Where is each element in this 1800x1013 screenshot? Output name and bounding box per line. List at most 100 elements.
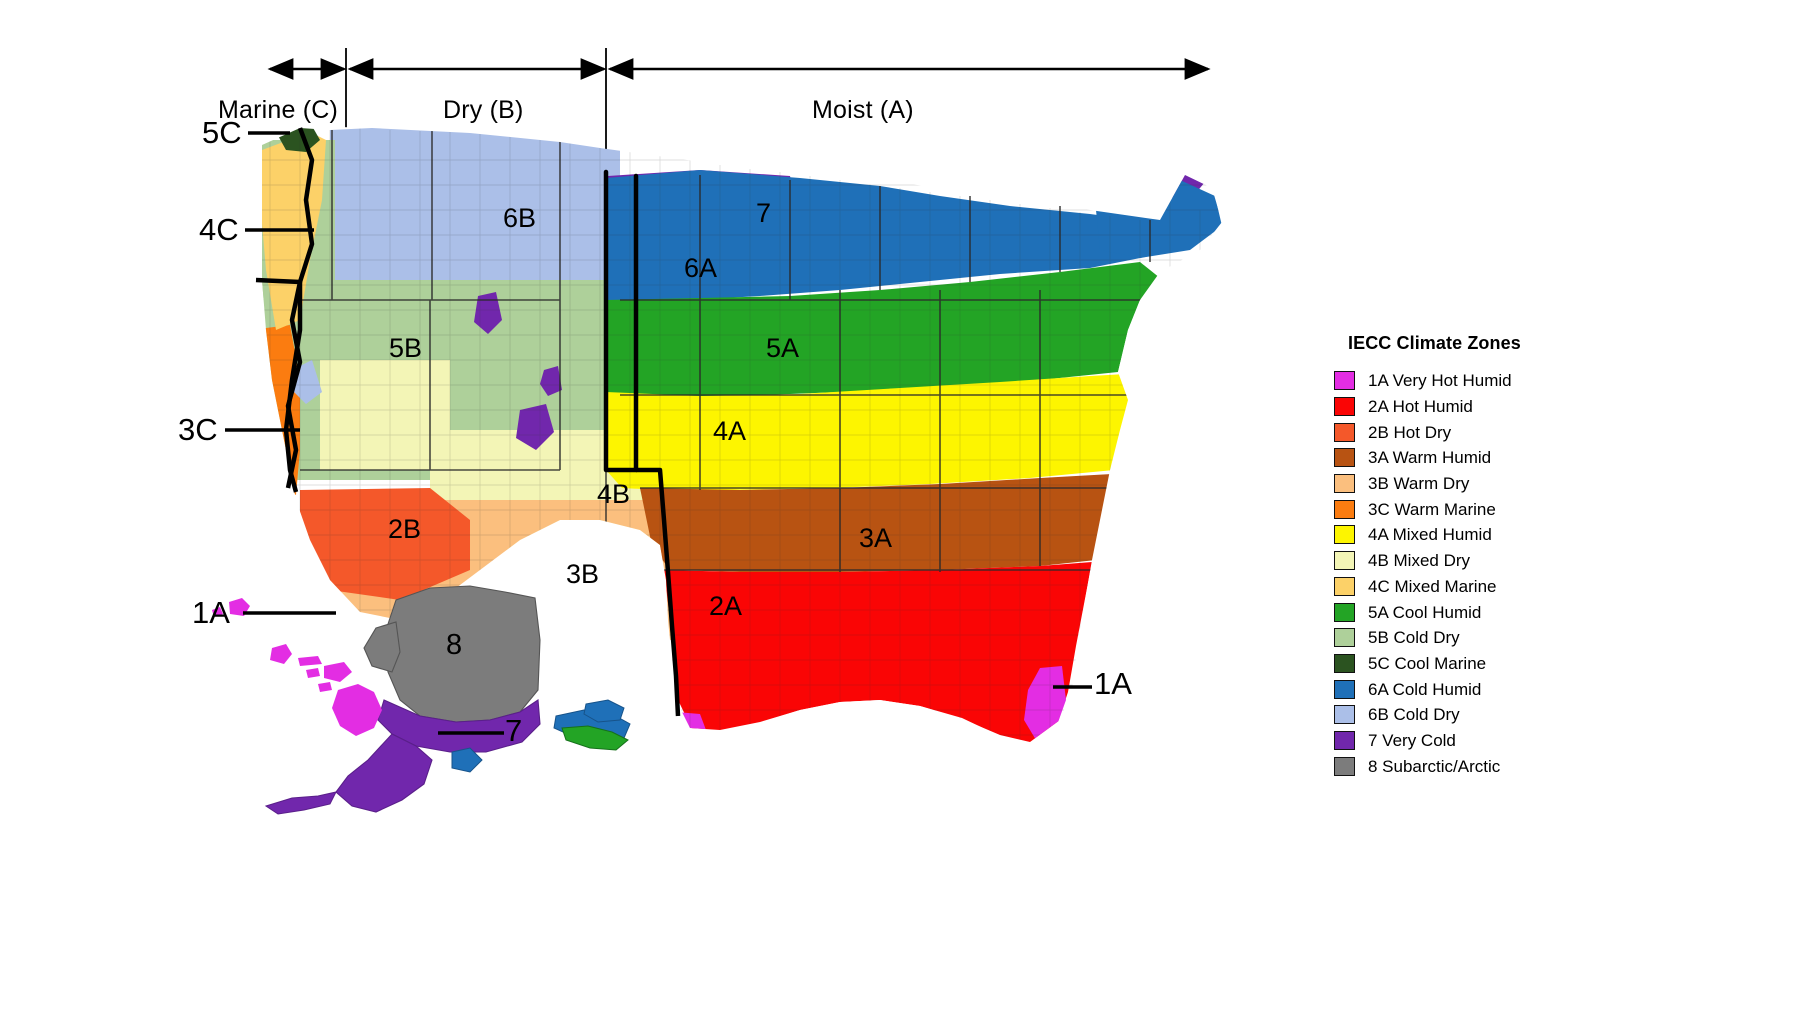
legend-label-4c: 4C Mixed Marine <box>1368 576 1497 596</box>
map-label-8-alaska: 8 <box>446 629 463 661</box>
legend-label-4b: 4B Mixed Dry <box>1368 551 1471 571</box>
regime-label-marine: Marine (C) <box>218 96 339 124</box>
zone-7-pocket-ut <box>540 366 562 396</box>
legend-row-6a[interactable]: 6A Cold Humid <box>1334 676 1634 702</box>
legend-swatch-5a <box>1334 602 1355 622</box>
legend-row-4b[interactable]: 4B Mixed Dry <box>1334 548 1634 574</box>
callout-label-1a-hawaii: 1A <box>192 595 230 630</box>
alaska-inset <box>264 585 631 815</box>
zone-6a-band <box>606 170 1150 302</box>
legend-row-4a[interactable]: 4A Mixed Humid <box>1334 522 1634 548</box>
map-label-3b: 3B <box>566 559 600 589</box>
legend-swatch-2b <box>1334 422 1355 442</box>
callout-label-5c: 5C <box>202 115 242 150</box>
zone-7-pocket-co <box>516 404 554 450</box>
legend-title: IECC Climate Zones <box>1348 333 1521 353</box>
alaska-peninsula <box>335 733 433 813</box>
legend-label-5a: 5A Cool Humid <box>1368 602 1482 622</box>
map-label-2b: 2B <box>388 514 422 544</box>
legend-swatch-8 <box>1334 756 1355 776</box>
legend-swatch-3c <box>1334 499 1355 519</box>
legend-row-5b[interactable]: 5B Cold Dry <box>1334 625 1634 651</box>
legend-row-5a[interactable]: 5A Cool Humid <box>1334 599 1634 625</box>
legend-swatch-7 <box>1334 730 1355 750</box>
legend-label-8: 8 Subarctic/Arctic <box>1368 756 1501 776</box>
legend-row-8[interactable]: 8 Subarctic/Arctic <box>1334 753 1634 779</box>
legend-row-3b[interactable]: 3B Warm Dry <box>1334 471 1634 497</box>
legend-row-2a[interactable]: 2A Hot Humid <box>1334 394 1634 420</box>
hawaii-kahoolawe <box>318 682 332 692</box>
hawaii-maui <box>324 662 352 682</box>
legend-rows: 1A Very Hot Humid 2A Hot Humid 2B Hot Dr… <box>1334 368 1634 779</box>
legend-label-6b: 6B Cold Dry <box>1368 705 1460 725</box>
map-label-4a: 4A <box>713 416 747 446</box>
legend-swatch-3b <box>1334 474 1355 494</box>
hawaii-big-island <box>332 684 382 736</box>
legend-swatch-4b <box>1334 551 1355 571</box>
legend-swatch-2a <box>1334 397 1355 417</box>
callout-leader-lines <box>225 131 1092 689</box>
zone-4b-band-west <box>320 360 450 470</box>
hawaii-molokai <box>298 656 322 666</box>
legend-label-5c: 5C Cool Marine <box>1368 653 1487 673</box>
legend-row-1a[interactable]: 1A Very Hot Humid <box>1334 368 1634 394</box>
zone-2b-band <box>300 488 470 600</box>
legend-swatch-3a <box>1334 448 1355 468</box>
legend-label-3b: 3B Warm Dry <box>1368 474 1470 494</box>
legend-row-2b[interactable]: 2B Hot Dry <box>1334 419 1634 445</box>
zone-5a-band <box>606 262 1160 398</box>
map-label-2a: 2A <box>709 591 743 621</box>
legend-swatch-4c <box>1334 576 1355 596</box>
dry-moist-regime-boundary-south <box>636 467 681 717</box>
alaska-panhandle-green <box>561 725 629 751</box>
map-label-7-north: 7 <box>756 198 772 228</box>
zone-7-pocket-wy <box>474 292 502 334</box>
hawaii-lanai <box>306 668 320 678</box>
legend-swatch-6b <box>1334 705 1355 725</box>
legend-swatch-5c <box>1334 653 1355 673</box>
map-label-5a: 5A <box>766 333 800 363</box>
legend-label-3a: 3A Warm Humid <box>1368 448 1492 468</box>
legend-swatch-6a <box>1334 679 1355 699</box>
callout-label-4c: 4C <box>199 212 239 247</box>
legend-label-1a: 1A Very Hot Humid <box>1368 371 1512 391</box>
zone-3a-band <box>640 474 1112 572</box>
legend-label-2a: 2A Hot Humid <box>1368 397 1473 417</box>
state-boundaries <box>300 130 1160 740</box>
map-label-6b: 6B <box>503 203 537 233</box>
hawaii-inset <box>212 598 382 736</box>
dry-moist-regime-boundary <box>603 169 639 473</box>
legend-label-7: 7 Very Cold <box>1368 730 1456 750</box>
regime-label-moist: Moist (A) <box>812 96 914 124</box>
moisture-regime-arrows <box>267 48 1211 178</box>
legend-row-3c[interactable]: 3C Warm Marine <box>1334 496 1634 522</box>
marine-regime-boundary <box>285 127 315 489</box>
legend-label-3c: 3C Warm Marine <box>1368 499 1496 519</box>
zone-4a-band <box>606 374 1134 490</box>
map-label-4b: 4B <box>597 479 631 509</box>
legend-label-5b: 5B Cold Dry <box>1368 628 1460 648</box>
zone-1a-florida <box>1024 666 1066 740</box>
callout-label-1a-florida: 1A <box>1094 666 1132 701</box>
legend-swatch-5b <box>1334 628 1355 648</box>
hawaii-oahu <box>270 644 292 664</box>
alaska-kodiak <box>451 747 483 773</box>
map-label-6a: 6A <box>684 253 718 283</box>
callout-label-3c: 3C <box>178 412 218 447</box>
legend-row-3a[interactable]: 3A Warm Humid <box>1334 445 1634 471</box>
legend-row-4c[interactable]: 4C Mixed Marine <box>1334 574 1634 600</box>
legend-label-2b: 2B Hot Dry <box>1368 422 1452 442</box>
alaska-zone-8-west-arm <box>363 621 401 673</box>
alaska-panhandle-blue-outer <box>583 699 625 723</box>
regime-label-dry: Dry (B) <box>443 96 524 124</box>
legend-swatch-4a <box>1334 525 1355 545</box>
legend-row-5c[interactable]: 5C Cool Marine <box>1334 651 1634 677</box>
zone-2a-band <box>664 562 1092 742</box>
callout-label-7-alaska: 7 <box>505 713 523 748</box>
legend-row-7[interactable]: 7 Very Cold <box>1334 728 1634 754</box>
legend-label-6a: 6A Cold Humid <box>1368 679 1482 699</box>
map-label-5b: 5B <box>389 333 423 363</box>
legend-row-6b[interactable]: 6B Cold Dry <box>1334 702 1634 728</box>
